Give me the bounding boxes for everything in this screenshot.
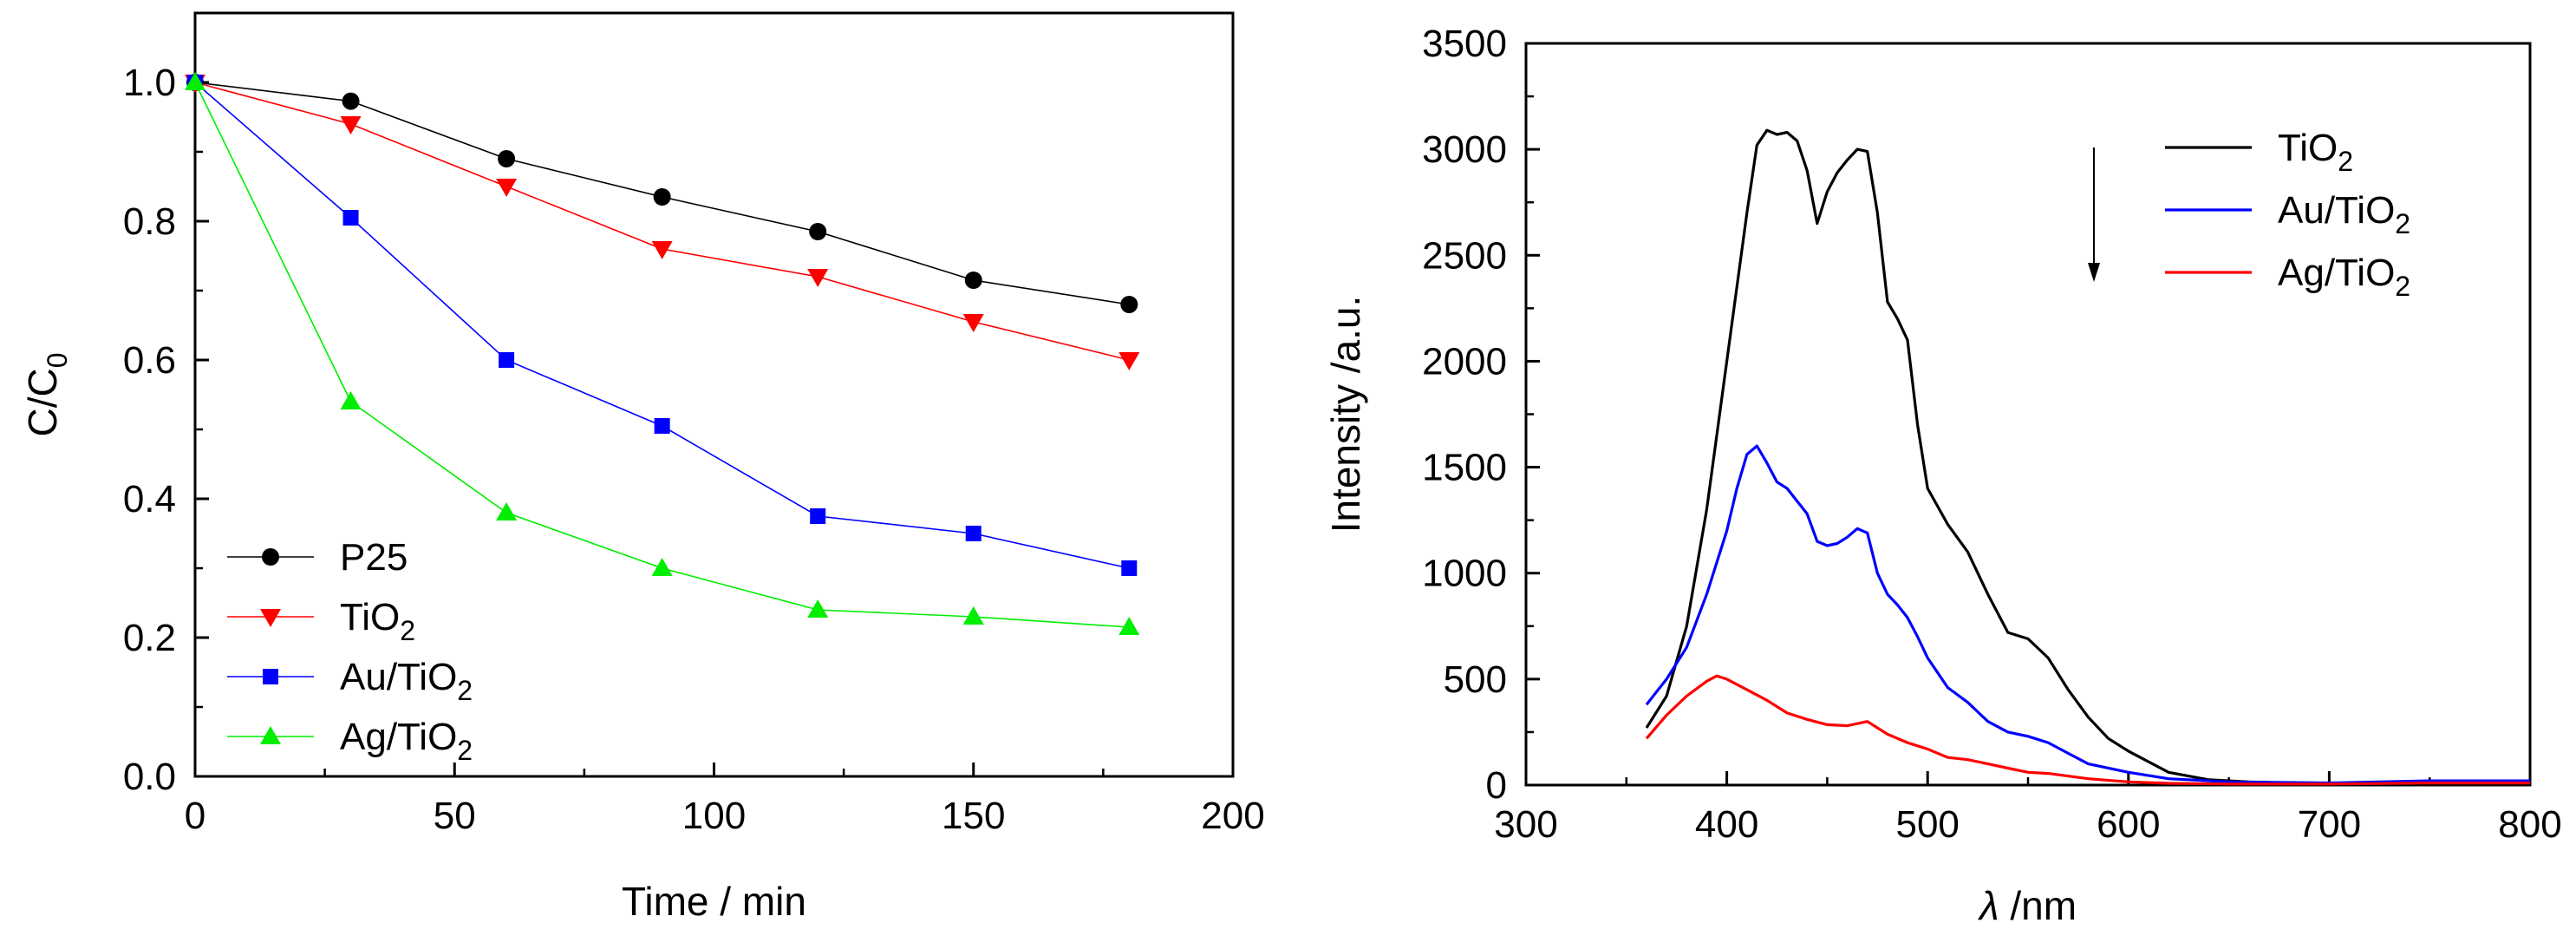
- legend-marker: [260, 726, 281, 744]
- x-tick-label: 150: [942, 795, 1005, 837]
- legend-marker: [262, 548, 279, 566]
- y-tick-label: 0.0: [123, 756, 176, 798]
- data-point: [962, 314, 984, 332]
- data-point: [807, 269, 829, 287]
- y-tick-label: 500: [1444, 658, 1507, 701]
- data-point: [810, 508, 826, 524]
- data-point: [499, 352, 515, 368]
- y-tick-label: 0: [1486, 764, 1507, 807]
- x-tick-label: 700: [2298, 803, 2361, 846]
- x-axis-title: Time / min: [622, 879, 806, 924]
- data-point: [809, 223, 827, 240]
- spectrum-line: [1645, 128, 2530, 786]
- x-tick-label: 600: [2097, 803, 2160, 846]
- x-axis-title: λ /nm: [1977, 883, 2077, 928]
- x-tick-label: 800: [2498, 803, 2561, 846]
- data-point: [651, 558, 673, 576]
- y-tick-label: 2000: [1422, 340, 1507, 383]
- data-point: [965, 526, 981, 541]
- data-point: [653, 188, 671, 206]
- arrow-head-icon: [2088, 263, 2100, 282]
- data-point: [807, 599, 829, 618]
- data-point: [1118, 352, 1140, 370]
- legend-marker: [260, 609, 281, 627]
- spectrum-line: [1645, 444, 2530, 785]
- legend-label: Au/TiO2: [2278, 189, 2410, 239]
- data-point: [496, 502, 518, 520]
- x-tick-label: 0: [185, 795, 205, 837]
- data-point: [185, 72, 205, 90]
- x-tick-label: 100: [682, 795, 746, 837]
- y-tick-label: 0.4: [123, 478, 176, 520]
- legend-label: TiO2: [340, 596, 415, 646]
- data-point: [1118, 617, 1140, 635]
- spectrum-line: [1645, 674, 2530, 786]
- data-point: [1121, 560, 1138, 576]
- legend-label: Ag/TiO2: [2278, 252, 2410, 302]
- data-point: [651, 241, 673, 259]
- x-tick-label: 500: [1895, 803, 1959, 846]
- data-point: [340, 116, 362, 134]
- data-point: [498, 150, 516, 167]
- data-point: [342, 92, 360, 110]
- legend-label: Au/TiO2: [340, 656, 473, 706]
- y-tick-label: 0.6: [123, 339, 176, 382]
- data-point: [962, 606, 984, 625]
- degradation-chart: 0 50 100 150 200 0.0 0.2 0.4 0.6 0.8 1.0 Time / min…: [20, 11, 1265, 924]
- series-line: [194, 82, 1130, 361]
- data-point: [342, 210, 359, 226]
- x-tick-label: 50: [434, 795, 476, 837]
- plot-frame: [1524, 42, 2532, 787]
- data-point: [1120, 296, 1138, 313]
- y-tick-label: 0.8: [123, 200, 176, 243]
- y-tick-label: 1500: [1422, 447, 1507, 489]
- x-tick-label: 400: [1695, 803, 1758, 846]
- y-tick-label: 2500: [1422, 234, 1507, 277]
- series-line: [194, 82, 1130, 628]
- y-axis-title: C/C0: [20, 352, 73, 436]
- data-point: [340, 391, 362, 409]
- legend-label: Ag/TiO2: [340, 716, 473, 766]
- legend-label: P25: [340, 536, 408, 579]
- legend-label: TiO2: [2278, 127, 2353, 177]
- x-tick-label: 300: [1494, 803, 1557, 846]
- y-tick-label: 0.2: [123, 617, 176, 659]
- y-tick-label: 3000: [1422, 128, 1507, 171]
- y-tick-label: 1.0: [123, 62, 176, 104]
- data-point: [654, 418, 670, 434]
- y-tick-label: 3500: [1422, 23, 1507, 65]
- y-tick-label: 1000: [1422, 553, 1507, 595]
- data-point: [964, 272, 982, 289]
- photoluminescence-chart: 300 400 500 600 700 800 0 500 1000 1500 2000 2500 30…: [1323, 23, 2562, 928]
- y-axis-title: Intensity /a.u.: [1323, 296, 1368, 533]
- data-point: [496, 179, 518, 197]
- legend-marker: [263, 669, 278, 684]
- x-tick-label: 200: [1201, 795, 1264, 837]
